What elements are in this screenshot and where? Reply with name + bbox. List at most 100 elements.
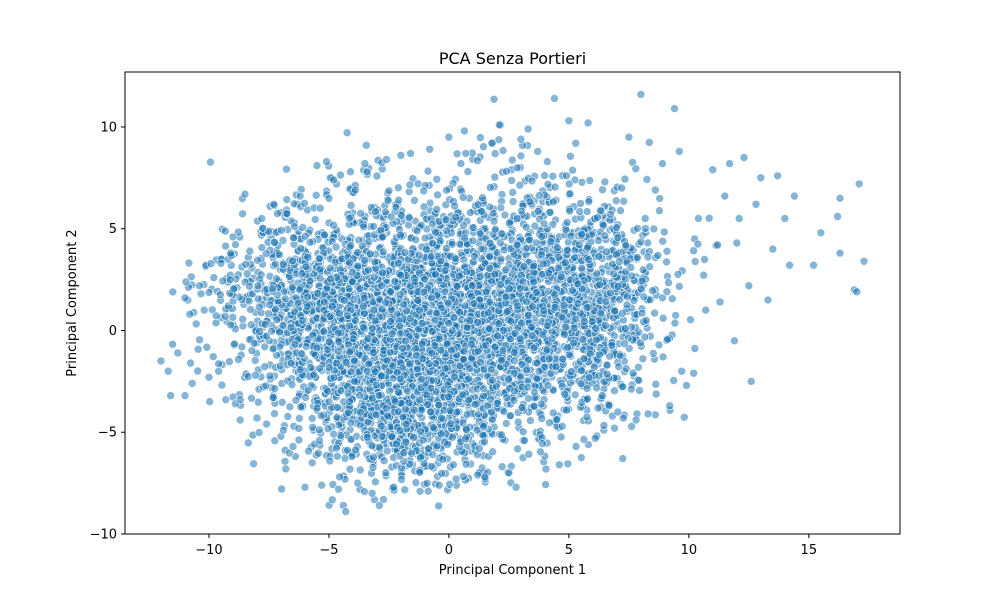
scatter-point — [488, 447, 498, 457]
scatter-point — [346, 418, 356, 428]
scatter-point — [205, 397, 214, 406]
scatter-point — [271, 274, 281, 283]
scatter-point — [573, 299, 583, 309]
scatter-point — [419, 186, 429, 196]
scatter-point — [546, 237, 556, 246]
scatter-point — [473, 156, 482, 165]
scatter-point — [460, 126, 469, 136]
scatter-point — [497, 462, 507, 472]
scatter-point — [479, 391, 488, 401]
scatter-point — [472, 425, 482, 435]
scatter-point — [453, 282, 462, 291]
scatter-point — [229, 284, 238, 294]
scatter-point — [202, 342, 212, 352]
scatter-point — [265, 300, 275, 310]
scatter-point — [497, 229, 507, 239]
scatter-point — [504, 375, 513, 384]
scatter-point — [334, 337, 344, 346]
scatter-point — [690, 257, 700, 266]
scatter-point — [369, 452, 378, 462]
scatter-point — [418, 435, 428, 445]
scatter-point — [655, 206, 664, 215]
scatter-point — [360, 255, 370, 265]
scatter-point — [686, 315, 695, 325]
scatter-point — [562, 218, 572, 227]
scatter-point — [465, 364, 474, 373]
scatter-point — [238, 209, 247, 219]
scatter-point — [569, 323, 579, 333]
scatter-point — [689, 246, 698, 255]
scatter-point — [287, 282, 297, 292]
scatter-point — [432, 205, 442, 214]
scatter-point — [643, 252, 653, 262]
scatter-point — [598, 185, 607, 195]
scatter-point — [582, 384, 592, 393]
scatter-point — [323, 424, 333, 434]
scatter-point — [557, 421, 567, 431]
scatter-point — [372, 171, 382, 181]
scatter-point — [490, 269, 500, 279]
scatter-point — [290, 339, 300, 349]
scatter-point — [537, 414, 547, 423]
scatter-point — [297, 349, 307, 359]
scatter-point — [560, 330, 569, 339]
scatter-point — [566, 231, 576, 241]
scatter-point — [551, 362, 561, 372]
scatter-point — [369, 272, 379, 282]
scatter-point — [440, 287, 450, 297]
scatter-point — [371, 207, 380, 216]
scatter-point — [216, 290, 225, 300]
scatter-point — [485, 324, 495, 333]
scatter-point — [508, 188, 518, 197]
scatter-point — [260, 342, 270, 352]
scatter-point — [443, 380, 453, 390]
scatter-point — [658, 352, 668, 362]
scatter-point — [614, 257, 624, 267]
scatter-point — [532, 358, 542, 368]
scatter-point — [626, 384, 636, 394]
scatter-point — [426, 407, 436, 417]
scatter-point — [324, 397, 334, 406]
scatter-point — [584, 197, 594, 206]
scatter-point — [238, 314, 247, 324]
scatter-point — [411, 235, 421, 245]
scatter-point — [664, 278, 673, 288]
scatter-point — [651, 389, 661, 399]
scatter-point — [617, 309, 627, 318]
scatter-point — [403, 386, 412, 396]
scatter-point — [637, 308, 647, 318]
scatter-point — [206, 259, 216, 268]
scatter-point — [298, 223, 308, 232]
scatter-point — [579, 435, 589, 444]
scatter-point — [480, 437, 489, 447]
scatter-point — [301, 393, 310, 402]
scatter-point — [616, 206, 625, 215]
scatter-point — [423, 400, 433, 409]
scatter-point — [395, 426, 405, 435]
scatter-point — [476, 301, 486, 311]
scatter-point — [270, 238, 279, 247]
scatter-point — [690, 344, 700, 353]
scatter-point — [260, 319, 270, 329]
scatter-point — [475, 229, 485, 238]
scatter-point — [634, 362, 643, 372]
scatter-point — [368, 348, 378, 357]
scatter-point — [613, 407, 623, 417]
scatter-point — [592, 269, 602, 278]
scatter-point — [527, 176, 537, 186]
scatter-point — [217, 380, 227, 390]
scatter-point — [316, 411, 326, 421]
scatter-point — [353, 261, 363, 271]
scatter-point — [392, 439, 401, 449]
scatter-point — [545, 418, 554, 428]
scatter-point — [618, 454, 628, 463]
scatter-point — [442, 186, 451, 195]
scatter-point — [602, 247, 611, 257]
scatter-point — [618, 413, 628, 423]
scatter-point — [261, 381, 271, 391]
scatter-point — [442, 339, 452, 349]
scatter-point — [618, 382, 628, 392]
scatter-point — [509, 386, 519, 396]
scatter-point — [476, 133, 485, 142]
scatter-point — [576, 199, 585, 208]
